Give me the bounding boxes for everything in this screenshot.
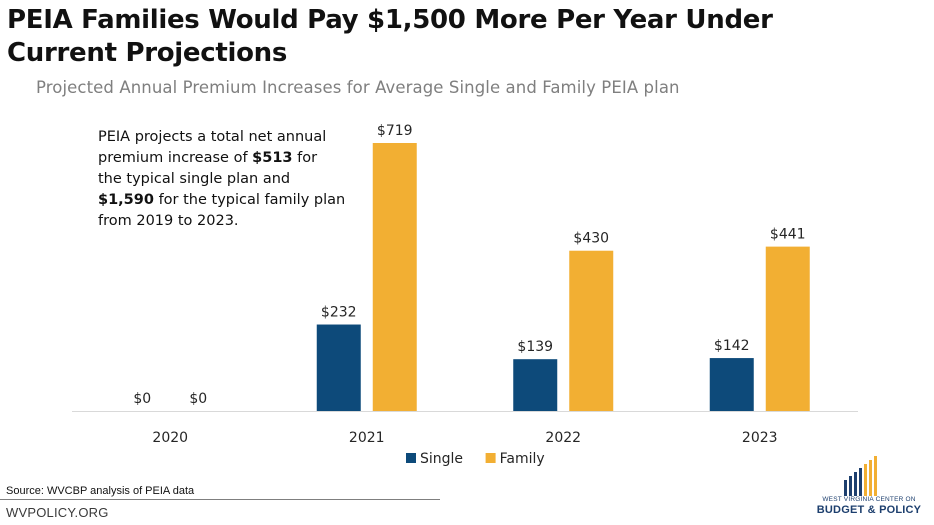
legend-label-single: Single <box>420 451 463 467</box>
legend-swatch-single <box>406 453 416 463</box>
wvcbp-logo: WEST VIRGINIA CENTER ON BUDGET & POLICY <box>800 452 934 522</box>
x-tick-label: 2021 <box>349 430 385 446</box>
source-note: Source: WVCBP analysis of PEIA data <box>6 485 195 497</box>
annotation-line: premium increase of $513 for <box>98 148 358 169</box>
data-label: $0 <box>133 391 151 407</box>
x-tick-label: 2022 <box>545 430 581 446</box>
annotation-text: for <box>292 150 318 166</box>
logo-bars-icon <box>844 456 877 496</box>
bar-family <box>765 246 810 411</box>
x-tick-label: 2020 <box>152 430 188 446</box>
data-label: $232 <box>321 305 357 321</box>
bar-single <box>513 359 558 411</box>
annotation-line: PEIA projects a total net annual <box>98 129 327 145</box>
chart-subtitle: Projected Annual Premium Increases for A… <box>36 78 680 97</box>
bar-single <box>709 358 754 411</box>
annotation-line: from 2019 to 2023. <box>98 213 239 229</box>
source-divider <box>0 499 440 500</box>
annotation-line: the typical single plan and <box>98 171 291 187</box>
annotation-text: premium increase of <box>98 150 253 166</box>
data-label: $719 <box>377 123 413 139</box>
family-total-value: $1,590 <box>98 192 154 208</box>
logo-text-bottom: BUDGET & POLICY <box>816 504 922 516</box>
chart-title: PEIA Families Would Pay $1,500 More Per … <box>7 5 773 68</box>
bar-family <box>569 250 614 411</box>
chart-annotation: PEIA projects a total net annual premium… <box>98 127 358 232</box>
legend-label-family: Family <box>500 451 545 467</box>
data-label: $0 <box>189 391 207 407</box>
annotation-text: for the typical family plan <box>153 192 346 208</box>
bar-single <box>316 324 361 411</box>
single-total-value: $513 <box>252 150 293 166</box>
bar-family <box>372 143 417 411</box>
data-label: $430 <box>573 231 609 247</box>
annotation-line: $1,590 for the typical family plan <box>98 190 358 211</box>
bar-chart: 2020 $0 $0 2021 $232 $719 2022 $139 $430 2023 $142… <box>72 123 858 467</box>
site-url: WVPOLICY.ORG <box>6 505 109 520</box>
data-label: $142 <box>714 338 750 354</box>
logo-text-top: WEST VIRGINIA CENTER ON <box>822 496 916 503</box>
data-label: $139 <box>517 339 553 355</box>
x-tick-label: 2023 <box>742 430 778 446</box>
data-label: $441 <box>770 227 806 243</box>
legend-swatch-family <box>485 453 496 463</box>
